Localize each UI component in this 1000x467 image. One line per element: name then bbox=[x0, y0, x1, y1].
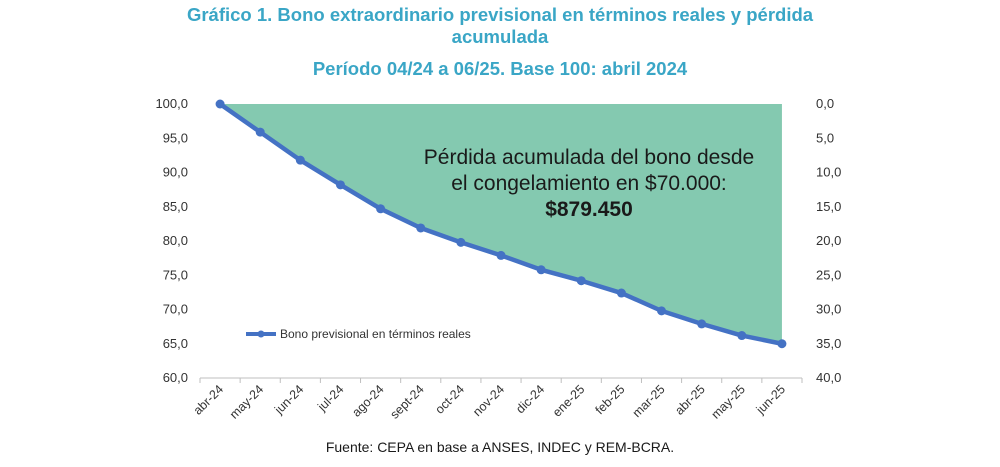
x-tick-label: sept-24 bbox=[387, 382, 426, 421]
y-right-tick-label: 30,0 bbox=[816, 302, 841, 317]
data-point bbox=[737, 331, 747, 341]
x-tick-label: jun-24 bbox=[271, 382, 306, 417]
chart-title-line1: Gráfico 1. Bono extraordinario prevision… bbox=[186, 4, 814, 25]
x-tick-label: feb-25 bbox=[593, 382, 628, 417]
x-tick-label: ene-25 bbox=[550, 382, 587, 419]
data-point bbox=[255, 127, 265, 137]
data-point bbox=[376, 204, 386, 214]
data-point bbox=[536, 265, 546, 275]
x-tick-label: abr-25 bbox=[672, 382, 707, 417]
data-point bbox=[215, 99, 225, 109]
x-tick-label: oct-24 bbox=[433, 382, 467, 416]
y-left-tick-label: 85,0 bbox=[163, 199, 188, 214]
data-point bbox=[697, 319, 707, 329]
y-left-tick-label: 90,0 bbox=[163, 165, 188, 180]
data-point bbox=[335, 180, 345, 190]
x-tick-label: dic-24 bbox=[513, 382, 547, 416]
y-left-tick-label: 65,0 bbox=[163, 336, 188, 351]
annotation-line1: Pérdida acumulada del bono desde bbox=[424, 146, 754, 169]
x-tick-label: jul-24 bbox=[314, 382, 346, 414]
y-left-tick-label: 95,0 bbox=[163, 130, 188, 145]
series-layer bbox=[215, 99, 787, 349]
source-note: Fuente: CEPA en base a ANSES, INDEC y RE… bbox=[325, 439, 675, 455]
annotation-line2: el congelamiento en $70.000: bbox=[451, 172, 727, 195]
y-left-tick-label: 60,0 bbox=[163, 370, 188, 385]
y-left-tick-label: 75,0 bbox=[163, 267, 188, 282]
data-point bbox=[416, 223, 426, 233]
y-right-tick-label: 20,0 bbox=[816, 233, 841, 248]
y-right-tick-label: 40,0 bbox=[816, 370, 841, 385]
data-point bbox=[456, 237, 466, 247]
data-point bbox=[777, 339, 787, 349]
x-tick-label: jun-25 bbox=[753, 382, 788, 417]
y-left-tick-label: 80,0 bbox=[163, 233, 188, 248]
x-tick-label: nov-24 bbox=[470, 382, 507, 419]
data-point bbox=[295, 155, 305, 165]
x-tick-label: may-24 bbox=[227, 382, 266, 421]
loss-area bbox=[220, 104, 782, 344]
legend-swatch-marker bbox=[257, 330, 265, 338]
x-tick-label: mar-25 bbox=[630, 382, 668, 420]
data-point bbox=[657, 306, 667, 316]
chart-subtitle: Período 04/24 a 06/25. Base 100: abril 2… bbox=[312, 58, 688, 79]
annotation-value: $879.450 bbox=[545, 198, 633, 221]
y-right-tick-label: 0,0 bbox=[816, 96, 834, 111]
x-tick-label: ago-24 bbox=[349, 382, 386, 419]
y-right-tick-label: 5,0 bbox=[816, 130, 834, 145]
y-left-tick-label: 100,0 bbox=[155, 96, 188, 111]
y-left-tick-label: 70,0 bbox=[163, 302, 188, 317]
y-right-tick-label: 10,0 bbox=[816, 165, 841, 180]
x-tick-label: may-25 bbox=[709, 382, 748, 421]
y-right-tick-label: 35,0 bbox=[816, 336, 841, 351]
legend-label: Bono previsional en términos reales bbox=[280, 327, 471, 341]
data-point bbox=[496, 250, 506, 260]
y-right-tick-label: 15,0 bbox=[816, 199, 841, 214]
x-tick-label: abr-24 bbox=[191, 382, 226, 417]
loss-area-layer bbox=[220, 104, 782, 344]
data-point bbox=[616, 288, 626, 298]
data-point bbox=[576, 276, 586, 286]
y-right-tick-label: 25,0 bbox=[816, 267, 841, 282]
legend: Bono previsional en términos reales bbox=[246, 327, 471, 341]
chart-title-line2: acumulada bbox=[451, 26, 549, 47]
